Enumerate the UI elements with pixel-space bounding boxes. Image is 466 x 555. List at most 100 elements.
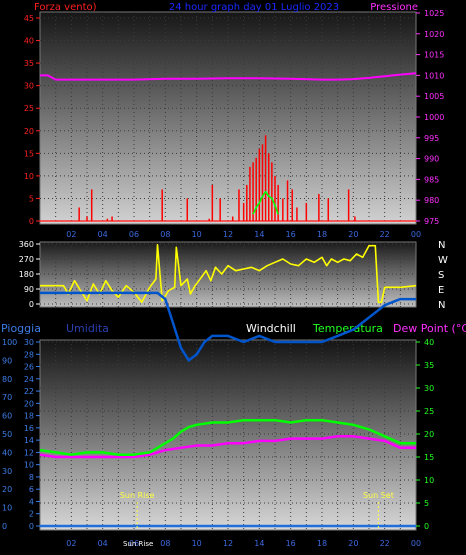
x-tick-label: 16 <box>286 539 296 548</box>
compass-label: N <box>438 240 445 251</box>
temp-tick-label: 5 <box>424 499 429 508</box>
right-tick-label: 985 <box>424 175 439 184</box>
rain-tick-label: 30 <box>2 467 12 476</box>
left-tick-label: 40 <box>24 37 34 46</box>
right-tick-label: 1020 <box>424 30 444 39</box>
x-tick-label: 22 <box>380 230 390 239</box>
right-tick-label: 1015 <box>424 51 444 60</box>
humidity-line <box>40 291 416 362</box>
right-tick-label: 980 <box>424 196 439 205</box>
rain-tick-label: 100 <box>2 338 17 347</box>
pressure-line <box>40 72 417 81</box>
panel1-title: 24 hour graph day 01 Luglio 2023 <box>169 2 339 13</box>
left-tick-label: 25 <box>24 104 34 113</box>
temp-tick-label: 30 <box>424 384 434 393</box>
x-tick-label: 10 <box>192 539 202 548</box>
panel3-humidity-label: Umidita <box>66 322 109 335</box>
x-tick-label: 20 <box>348 539 358 548</box>
x-tick-label: 02 <box>66 539 76 548</box>
right-tick-label: 975 <box>424 217 439 226</box>
humidity-tick-label: 8 <box>29 473 34 482</box>
left-tick-label: 30 <box>24 82 34 91</box>
rain-tick-label: 0 <box>2 522 7 531</box>
left-tick-label: 45 <box>24 14 34 23</box>
rain-tick-label: 40 <box>2 448 12 457</box>
right-tick-label: 995 <box>424 134 439 143</box>
x-tick-label: 18 <box>317 539 327 548</box>
humidity-tick-label: 18 <box>24 412 34 421</box>
right-tick-label: 1000 <box>424 113 444 122</box>
temp-tick-label: 25 <box>424 407 434 416</box>
left-tick-label: 20 <box>24 127 34 136</box>
left-tick-label: 0 <box>29 217 34 226</box>
panel2-grid <box>40 242 416 307</box>
panel1-marks <box>40 72 417 222</box>
panel3-dewpoint-label: Dew Point (°C) <box>393 322 466 335</box>
rain-tick-label: 20 <box>2 485 12 494</box>
panel3-x-ticks: 02 04 06 08 10 12 14 16 18 20 22 00 <box>66 539 421 548</box>
humidity-tick-label: 24 <box>24 375 34 384</box>
x-tick-label: 08 <box>160 230 170 239</box>
direction-tick-label: 180 <box>19 270 34 279</box>
x-tick-label: 00 <box>411 539 421 548</box>
x-tick-label: 16 <box>286 230 296 239</box>
panel3-rain-ticks: 0 10 20 30 40 50 60 70 80 90 100 <box>2 338 17 531</box>
compass-label: W <box>438 255 448 266</box>
panel1-right-ticks: 975 980 985 990 995 1000 1005 1010 1015 1020 1025 <box>416 9 444 226</box>
humidity-tick-label: 14 <box>24 436 34 445</box>
right-tick-label: 1010 <box>424 71 444 80</box>
humidity-tick-label: 4 <box>29 497 34 506</box>
x-tick-label: 06 <box>129 539 139 548</box>
left-tick-label: 15 <box>24 149 34 158</box>
panel1-left-ticks: 0 5 10 15 20 25 30 35 40 45 <box>24 14 40 226</box>
temp-tick-label: 15 <box>424 453 434 462</box>
x-tick-label: 06 <box>129 230 139 239</box>
direction-tick-label: 270 <box>19 255 34 264</box>
x-tick-label: 10 <box>192 230 202 239</box>
x-tick-label: 00 <box>411 230 421 239</box>
humidity-tick-label: 10 <box>24 461 34 470</box>
direction-tick-label: 90 <box>24 285 34 294</box>
panel3-rain-label: Pioggia <box>1 322 41 335</box>
humidity-tick-label: 30 <box>24 338 34 347</box>
humidity-tick-label: 12 <box>24 448 34 457</box>
panel2-left-ticks: 0 90 180 270 360 <box>19 240 40 309</box>
temp-tick-label: 35 <box>424 361 434 370</box>
sun-marker-label: Sun Rise <box>120 491 155 500</box>
panel3-windchill-label: Windchill <box>246 322 296 335</box>
direction-tick-label: 0 <box>29 300 34 309</box>
panel1-left-axis-label: Forza vento) <box>34 2 97 13</box>
temperature-line <box>39 418 416 456</box>
humidity-tick-label: 16 <box>24 424 34 433</box>
panel1-right-axis-label: Pressione <box>370 2 418 13</box>
humidity-tick-label: 6 <box>29 485 34 494</box>
temp-tick-label: 20 <box>424 430 434 439</box>
rain-tick-label: 80 <box>2 375 12 384</box>
humidity-tick-label: 2 <box>29 510 34 519</box>
x-tick-label: 02 <box>66 230 76 239</box>
x-tick-label: 08 <box>160 539 170 548</box>
humidity-tick-label: 22 <box>24 387 34 396</box>
rain-tick-label: 90 <box>2 356 12 365</box>
x-tick-label: 22 <box>380 539 390 548</box>
panel3-temperature-ticks: 0 5 10 15 20 25 30 35 40 <box>416 338 434 531</box>
panel1-x-ticks: 02 04 06 08 10 12 14 16 18 20 22 00 <box>66 230 421 239</box>
rain-tick-label: 60 <box>2 412 12 421</box>
panel3-plot-area <box>39 339 417 531</box>
sun-rise-axis-label: Sun Rise <box>123 540 153 548</box>
x-tick-label: 04 <box>98 230 108 239</box>
rain-tick-label: 70 <box>2 393 12 402</box>
humidity-tick-label: 26 <box>24 363 34 372</box>
temp-tick-label: 40 <box>424 338 434 347</box>
compass-label: S <box>438 270 444 281</box>
x-tick-label: 18 <box>317 230 327 239</box>
panel3-annotations: Sun Rise Sun Set Sun Rise <box>120 491 394 548</box>
direction-tick-label: 360 <box>19 240 34 249</box>
humidity-tick-label: 28 <box>24 350 34 359</box>
right-tick-label: 990 <box>424 155 439 164</box>
dew-point-line <box>39 435 416 459</box>
humidity-tick-label: 20 <box>24 399 34 408</box>
